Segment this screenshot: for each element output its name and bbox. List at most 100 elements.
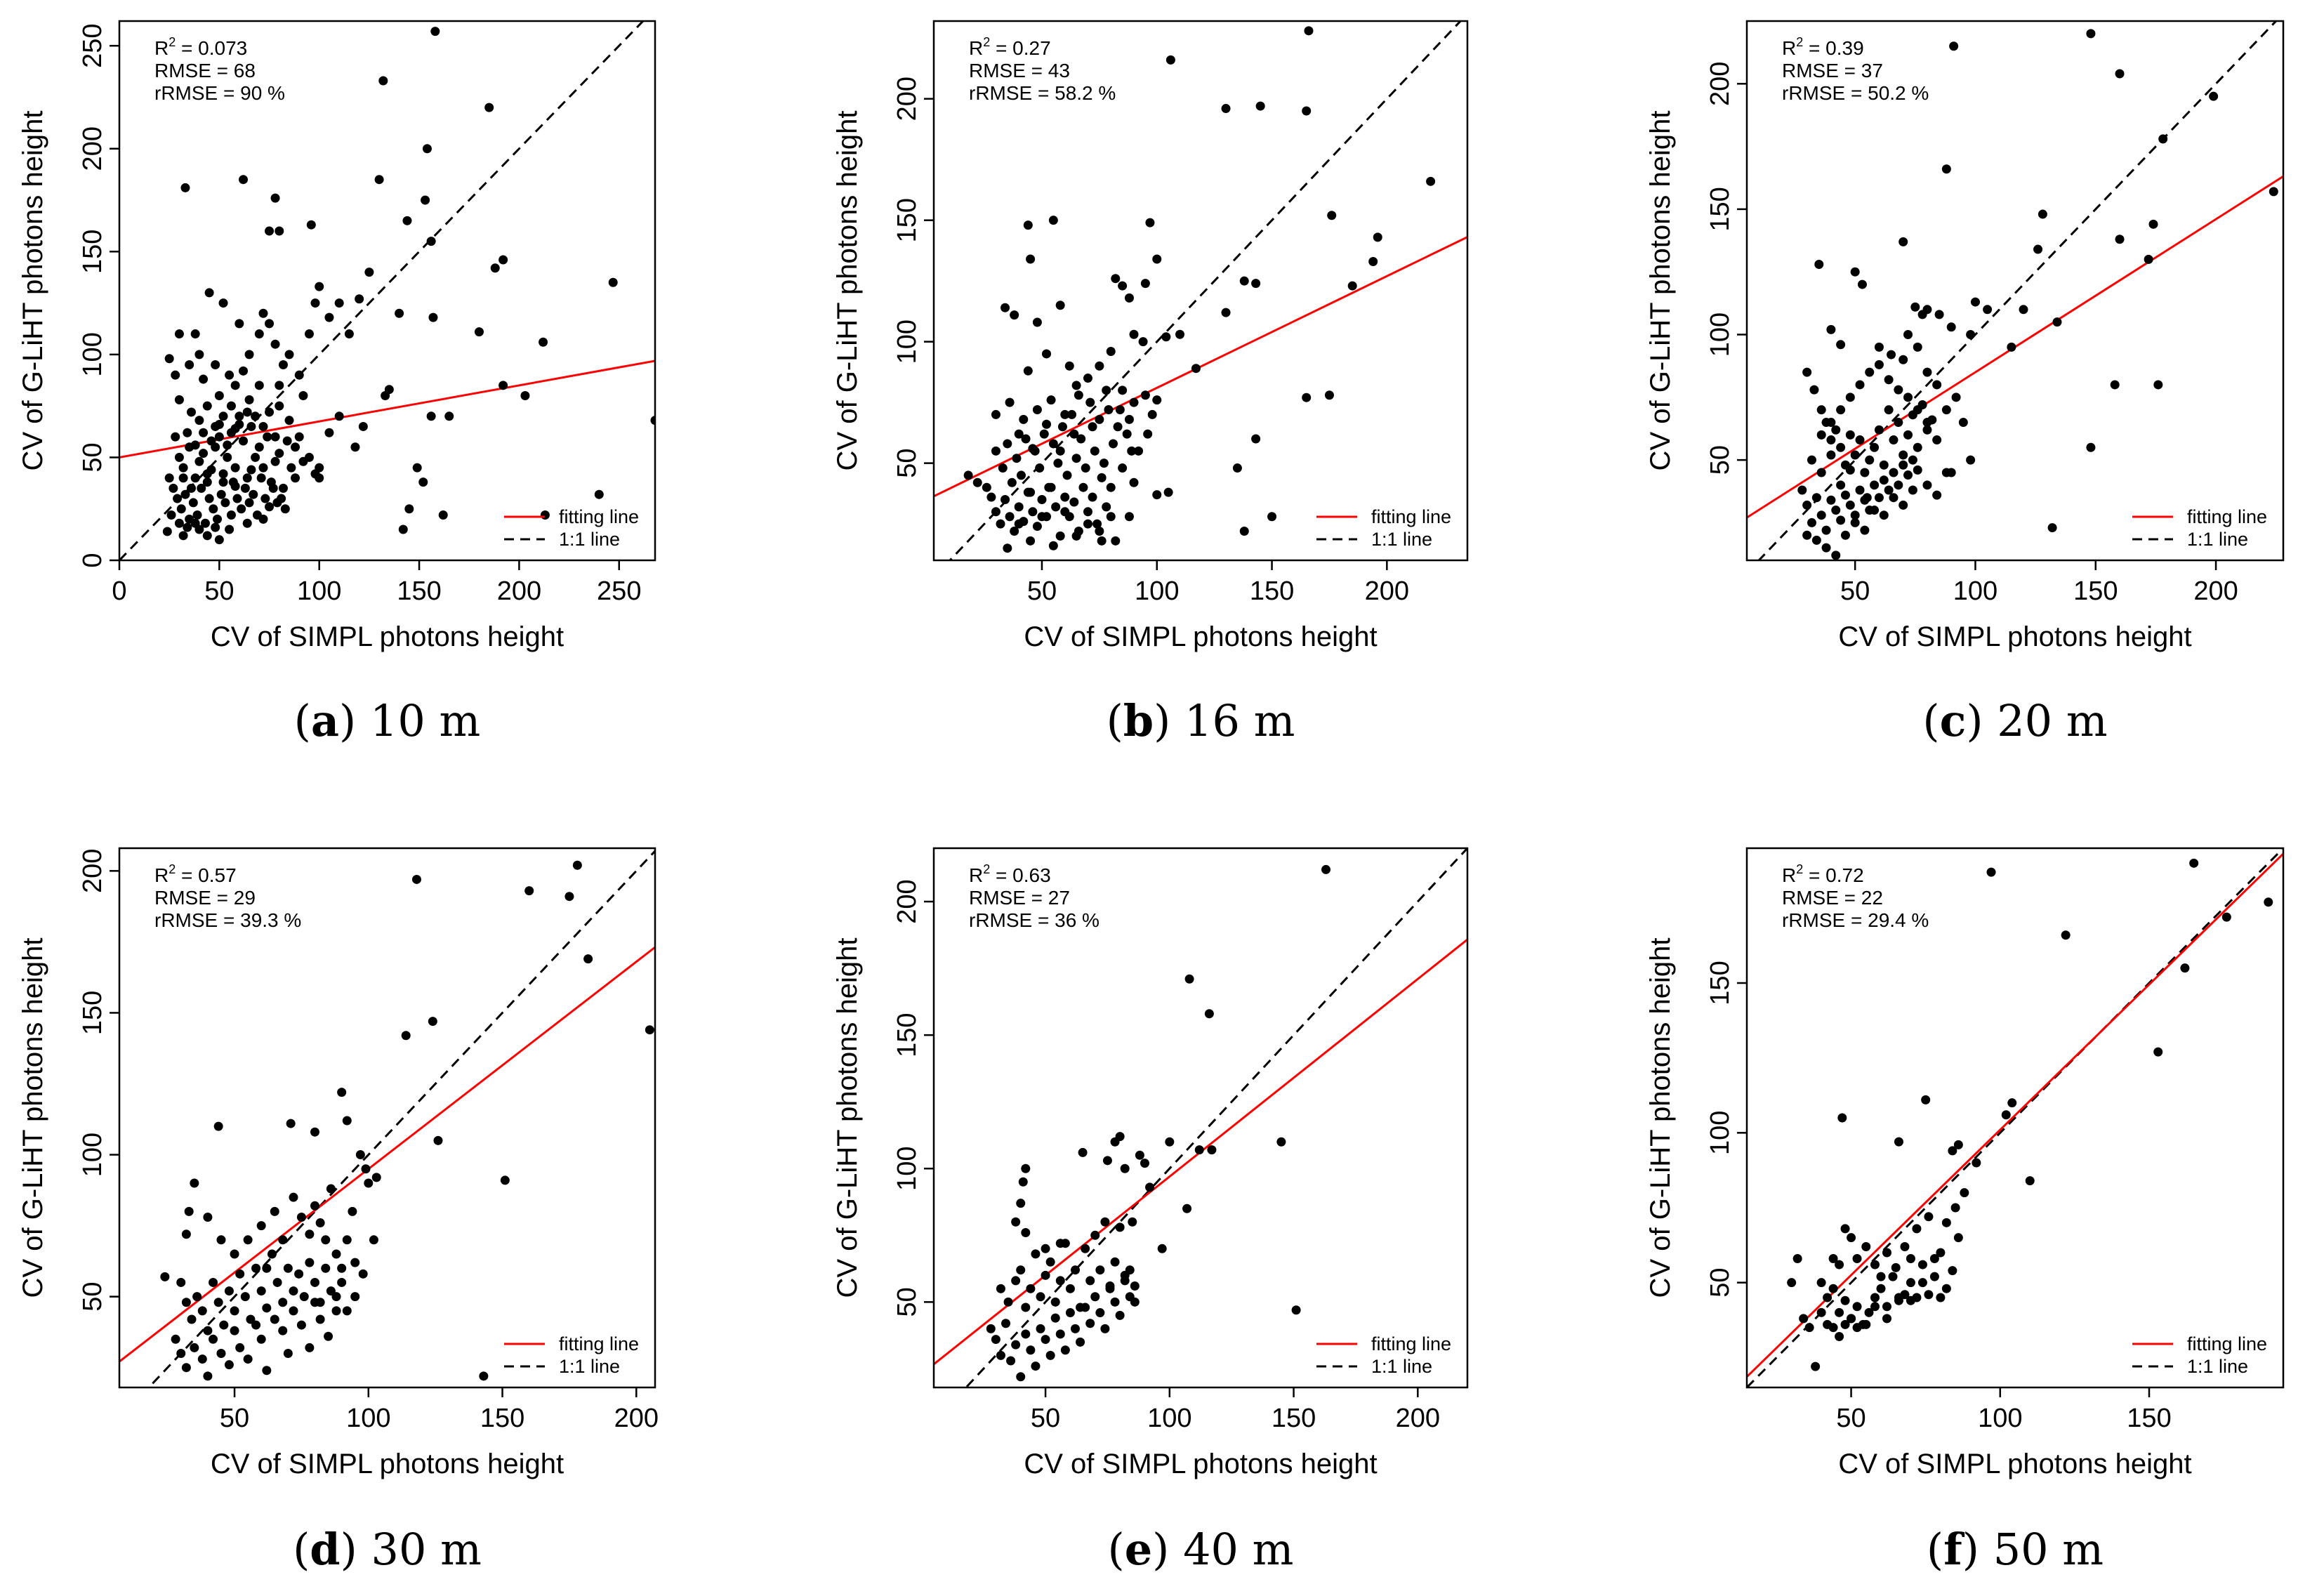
- chart-2-point-17: [1023, 220, 1033, 230]
- chart-2-point-49: [1239, 526, 1249, 536]
- chart-1-point-60: [284, 350, 294, 360]
- chart-1-point-91: [178, 463, 188, 473]
- chart-3-x-tick-label: 50: [1840, 576, 1870, 606]
- chart-6-x-tick-label: 150: [2127, 1404, 2171, 1433]
- chart-4-point-77: [176, 1348, 186, 1358]
- chart-5-x-tick-label: 200: [1396, 1404, 1440, 1433]
- chart-1-point-50: [190, 329, 200, 339]
- chart-6-points: [1787, 858, 2273, 1371]
- chart-1-point-150: [194, 416, 204, 426]
- chart-1-point-93: [190, 473, 200, 483]
- chart-1-point-64: [275, 381, 284, 390]
- chart-2-legend-one-to-one-label: 1:1 line: [1371, 529, 1432, 550]
- chart-1-point-14: [608, 277, 618, 287]
- chart-4-point-87: [243, 1354, 253, 1364]
- chart-6-point-10: [2001, 1110, 2011, 1120]
- chart-6-point-40: [1840, 1295, 1850, 1305]
- chart-2-point-75: [1090, 446, 1100, 456]
- chart-4-point-56: [235, 1269, 245, 1279]
- chart-2-caption: (b) 16 m: [1107, 695, 1295, 746]
- chart-1-point-58: [270, 339, 280, 349]
- chart-4-point-22: [337, 1263, 347, 1273]
- chart-5-point-33: [1031, 1249, 1041, 1259]
- chart-3-point-119: [1826, 418, 1836, 428]
- chart-6-caption-letter: (f): [1926, 1524, 1979, 1575]
- chart-4-point-92: [278, 1326, 288, 1336]
- chart-6-point-39: [1835, 1307, 1844, 1317]
- chart-3-point-61: [1879, 460, 1889, 470]
- chart-6-y-tick-label: 50: [1705, 1268, 1735, 1298]
- chart-2-point-102: [1055, 531, 1065, 541]
- chart-2-point-138: [1083, 519, 1092, 529]
- chart-5-point-69: [1060, 1345, 1070, 1355]
- chart-3-point-29: [1983, 305, 1993, 315]
- chart-4-point-14: [310, 1127, 319, 1137]
- chart-3-x-tick-label: 150: [2073, 576, 2118, 606]
- chart-3-point-90: [1879, 475, 1889, 485]
- chart-4-point-70: [310, 1277, 319, 1287]
- chart-3-point-21: [2086, 442, 2096, 452]
- chart-1-point-125: [188, 498, 198, 508]
- chart-6-point-69: [1852, 1323, 1862, 1333]
- chart-4-point-26: [190, 1178, 199, 1188]
- chart-5-point-55: [991, 1335, 1001, 1345]
- chart-1-point-149: [186, 407, 196, 417]
- chart-2-point-59: [1016, 470, 1026, 480]
- chart-2-point-67: [1053, 459, 1063, 468]
- chart-3-point-95: [1903, 470, 1913, 480]
- chart-1-point-89: [171, 432, 180, 442]
- chart-1-point-151: [202, 401, 212, 411]
- chart-2-caption-letter: (b): [1106, 695, 1171, 746]
- chart-1-point-118: [291, 473, 301, 483]
- chart-4-point-81: [203, 1371, 213, 1381]
- chart-2-point-12: [1221, 308, 1231, 317]
- chart-1-point-11: [426, 237, 436, 246]
- chart-2-point-63: [1035, 463, 1045, 473]
- chart-1-point-49: [174, 329, 184, 339]
- chart-1-point-145: [268, 483, 278, 493]
- chart-4-point-23: [350, 1292, 360, 1302]
- chart-4-point-20: [348, 1206, 357, 1216]
- chart-3-point-8: [2038, 209, 2047, 219]
- chart-6-rmse-label: RMSE = 22: [1782, 887, 1883, 909]
- chart-5-point-77: [1100, 1324, 1110, 1333]
- chart-1-point-179: [202, 469, 212, 479]
- chart-5-point-45: [1090, 1230, 1100, 1240]
- chart-2-y-tick-label: 50: [892, 448, 922, 477]
- chart-5-point-64: [1036, 1324, 1045, 1333]
- chart-2-point-29: [1010, 310, 1019, 320]
- chart-1-point-74: [225, 370, 235, 380]
- chart-1-rmse-label: RMSE = 68: [154, 60, 256, 81]
- chart-6-caption: (f) 50 m: [1927, 1524, 2104, 1575]
- chart-2-point-43: [1147, 409, 1157, 419]
- chart-4-point-62: [267, 1249, 277, 1259]
- chart-4-point-52: [213, 1298, 223, 1307]
- chart-1-point-140: [249, 489, 258, 499]
- chart-4-point-37: [289, 1192, 298, 1202]
- chart-1-y-axis-label: CV of G-LiHT photons height: [18, 111, 48, 471]
- chart-2-point-70: [1067, 409, 1077, 419]
- chart-3-points: [1797, 29, 2278, 560]
- chart-5-point-25: [1140, 1159, 1149, 1168]
- chart-5-point-30: [1016, 1265, 1026, 1275]
- chart-4-point-57: [240, 1292, 250, 1302]
- chart-1-point-54: [244, 350, 254, 360]
- chart-3-point-83: [1845, 500, 1855, 510]
- chart-1-point-131: [213, 514, 223, 524]
- chart-1-point-127: [197, 483, 206, 493]
- chart-3-legend-fit-label: fitting line: [2187, 506, 2267, 527]
- chart-1-point-172: [202, 531, 212, 541]
- chart-1-point-22: [355, 294, 364, 304]
- chart-4-point-17: [355, 1150, 365, 1160]
- chart-2-point-44: [1324, 390, 1334, 400]
- chart-1-point-83: [284, 416, 294, 426]
- chart-4-point-102: [342, 1306, 352, 1316]
- chart-2-point-7: [1327, 211, 1337, 220]
- chart-2-point-132: [1071, 531, 1081, 541]
- chart-1-legend-fit-label: fitting line: [559, 506, 639, 527]
- chart-2-point-24: [1175, 329, 1185, 339]
- chart-3-point-112: [1860, 525, 1870, 535]
- chart-2-point-51: [1152, 490, 1162, 500]
- chart-4-point-95: [296, 1320, 306, 1330]
- chart-6-point-74: [1906, 1295, 1915, 1305]
